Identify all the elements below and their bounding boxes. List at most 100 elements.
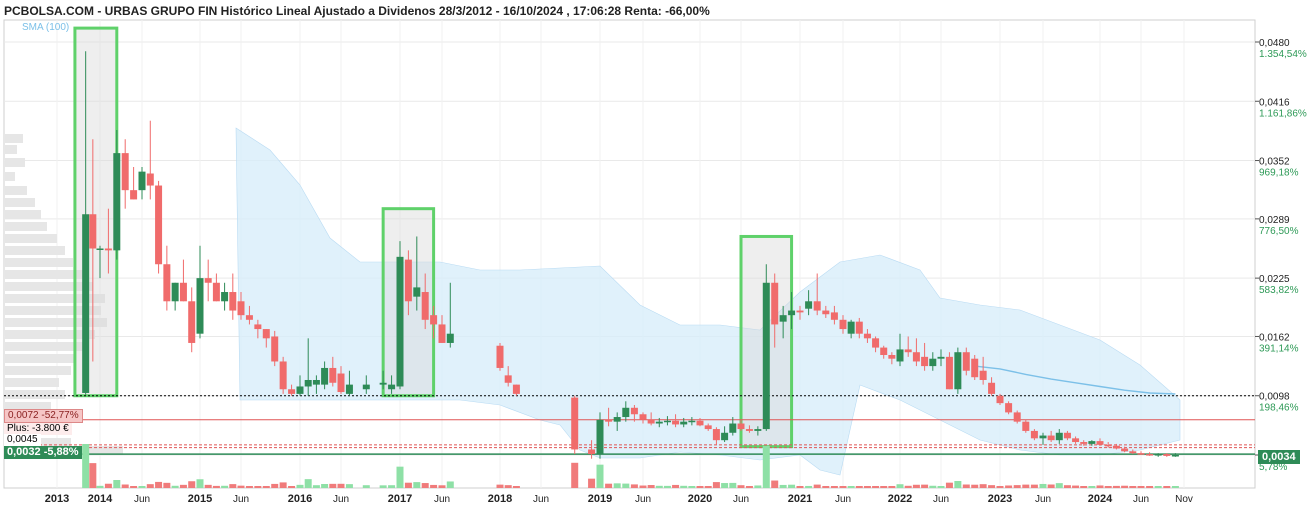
volume-bar [188,481,196,488]
candle-body [721,432,729,441]
candle-body [1146,454,1154,456]
volume-bar [712,482,720,488]
candle-body [421,292,429,320]
candle-body [788,310,796,316]
candle-body [1129,451,1137,454]
volume-profile-bar [5,294,105,303]
candle-body [288,389,296,394]
candle-body [179,282,187,302]
x-tick-label: 2021 [788,493,812,505]
volume-bar [704,486,712,488]
reference-price-box: 0,0072 -52,77% [4,409,83,423]
candle-body [196,278,204,334]
candle-body [762,282,770,430]
candle-body [912,352,920,362]
volume-bar [229,484,237,488]
x-tick-label: 2014 [88,493,113,505]
y-tick-label: 0,0098 [1259,392,1290,403]
volume-bar [421,483,429,488]
volume-bar [312,485,320,488]
candle-body [663,420,671,423]
volume-bar [1072,485,1080,488]
candle-body [1005,403,1013,413]
volume-bar [1080,486,1088,488]
volume-bar [504,485,512,488]
volume-bar [672,484,680,488]
x-tick-label: 2020 [688,493,712,505]
last-price-marker: 0,0034 [1258,450,1300,464]
candle-body [771,282,779,325]
candle-body [605,419,613,422]
volume-bar [1171,486,1179,488]
candle-body [839,319,847,330]
candle-body [737,423,745,430]
volume-bar [847,486,855,488]
volume-bar [262,486,270,488]
volume-bar [588,478,596,488]
volume-profile-bar [5,318,107,327]
candle-body [321,367,329,385]
candle-body [121,153,129,191]
candle-body [155,185,163,265]
volume-bar [647,485,655,488]
volume-profile-bar [5,354,75,363]
y-tick-label: 0,0480 [1259,38,1290,49]
volume-bar [822,486,830,488]
volume-bar [788,484,796,488]
volume-bar [89,463,97,488]
candle-body [896,349,904,362]
sma-legend: SMA (100) [22,22,70,33]
candle-body [630,407,638,415]
volume-profile-bar [5,198,35,207]
candle-body [496,345,504,368]
volume-bar [805,485,813,488]
y-pct-label: 1.354,54% [1259,49,1307,60]
candle-body [413,287,421,297]
candle-body [279,361,287,390]
volume-bar [880,486,888,488]
candle-body [880,347,888,355]
volume-bar [1154,486,1162,488]
x-tick-label: Jun [134,494,150,505]
candle-body [163,264,171,302]
candle-body [1055,432,1063,441]
volume-bar [921,484,929,488]
candle-body [847,321,855,334]
candle-body [745,429,753,431]
volume-profile-bar [5,306,101,315]
candle-body [396,256,404,387]
volume-bar [696,486,704,488]
volume-bar [1005,485,1013,488]
volume-bar [1163,486,1171,488]
volume-profile-bar [5,378,59,387]
x-tick-label: Jun [933,494,949,505]
volume-bar [1146,486,1154,488]
volume-bar [745,486,753,488]
volume-bar [130,486,138,488]
volume-bar [904,485,912,488]
candle-body [512,384,520,394]
candle-body [345,384,353,394]
volume-bar [1039,483,1047,488]
candle-body [1063,432,1071,439]
volume-bar [104,483,112,488]
candle-body [1080,442,1088,444]
x-tick-label: Jun [835,494,851,505]
volume-profile-bar [5,158,25,167]
volume-bar [605,483,613,488]
volume-bar [496,484,504,488]
volume-bar [1022,484,1030,488]
candle-body [1121,448,1129,452]
candle-body [704,425,712,430]
volume-bar [163,482,171,488]
y-pct-label: 5,78% [1259,462,1287,473]
y-tick-label: 0,0225 [1259,274,1290,285]
y-tick-label: 0,0352 [1259,157,1290,168]
highlight-box [73,26,119,398]
volume-bar [204,484,212,488]
candle-body [1137,453,1145,455]
x-tick-label: 2015 [188,493,212,505]
candle-body [1154,454,1162,456]
volume-bar [680,485,688,488]
